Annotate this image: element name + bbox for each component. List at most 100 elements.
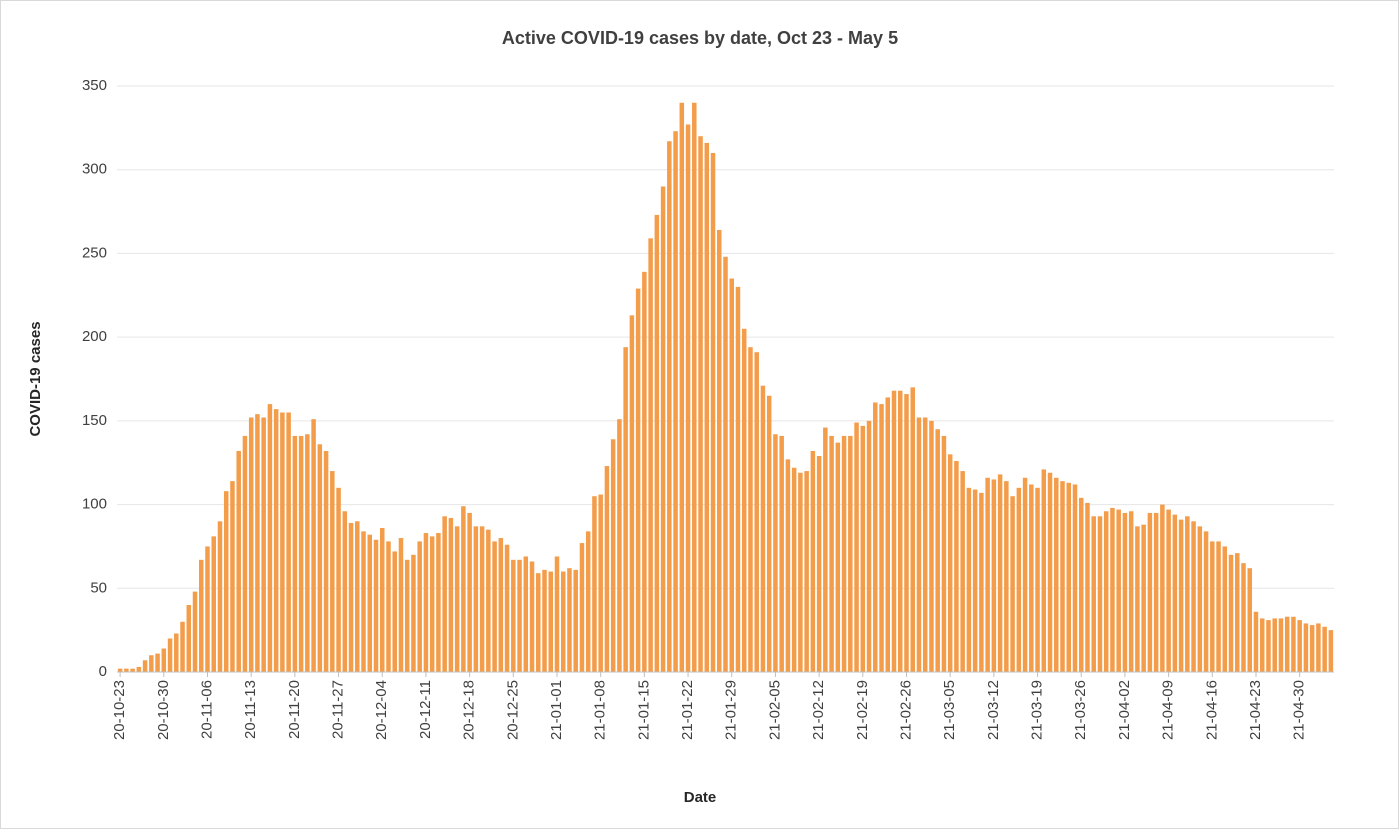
bar: [1060, 481, 1065, 672]
bar: [298, 435, 304, 672]
x-tick-label: 20-11-27: [330, 680, 347, 739]
bar: [729, 278, 734, 672]
bar: [1235, 553, 1240, 672]
bar: [217, 521, 223, 672]
bar: [898, 390, 903, 672]
bar: [692, 102, 697, 672]
x-tick-label: 21-04-23: [1247, 680, 1264, 740]
bar: [585, 531, 591, 672]
bar: [542, 569, 547, 672]
bar: [311, 419, 316, 672]
bar: [292, 435, 298, 672]
bar: [161, 648, 167, 672]
x-tick-label: 21-04-16: [1203, 680, 1220, 740]
bar: [1197, 526, 1203, 672]
bar: [267, 404, 273, 672]
bar: [230, 481, 235, 672]
bar: [186, 605, 192, 672]
y-tick-label: 100: [82, 496, 107, 513]
bar: [991, 479, 997, 672]
bar: [997, 474, 1003, 672]
bar: [560, 571, 566, 672]
chart-title: Active COVID-19 cases by date, Oct 23 - …: [502, 28, 898, 48]
bar: [1085, 502, 1090, 672]
bar: [223, 491, 229, 672]
bar: [554, 556, 560, 672]
bar: [698, 136, 703, 672]
x-tick-label: 20-12-11: [417, 680, 434, 739]
bar: [536, 573, 541, 672]
bar: [1116, 509, 1121, 672]
bar: [355, 521, 360, 672]
bar: [1284, 616, 1290, 672]
bar: [342, 511, 348, 672]
bar: [629, 315, 635, 672]
bar: [1203, 531, 1209, 672]
x-tick-label: 20-10-30: [155, 680, 172, 740]
bar: [1035, 487, 1040, 672]
x-tick-label: 21-03-05: [941, 680, 958, 740]
bar: [635, 288, 641, 672]
x-axis-title: Date: [684, 789, 717, 806]
bar: [642, 271, 647, 672]
bar: [960, 471, 965, 672]
bar: [1010, 496, 1015, 672]
bar: [1266, 620, 1271, 672]
bar: [1309, 625, 1315, 672]
x-tick-label: 21-03-26: [1072, 680, 1089, 740]
bar: [866, 420, 872, 672]
bar: [1160, 504, 1165, 672]
x-tick-label: 20-11-20: [286, 680, 303, 739]
bar: [392, 551, 397, 672]
bar: [941, 435, 947, 672]
bar: [1029, 484, 1034, 672]
bar: [841, 435, 847, 672]
bar: [398, 538, 404, 672]
bar: [242, 435, 248, 672]
bar: [1210, 541, 1215, 672]
bar: [211, 536, 216, 672]
bar: [330, 471, 335, 672]
bar: [1047, 472, 1053, 672]
bar: [436, 533, 441, 672]
bar: [1103, 511, 1109, 672]
bar: [916, 417, 922, 672]
bar: [1191, 521, 1196, 672]
bar: [879, 404, 884, 672]
bar: [679, 102, 685, 672]
x-tick-label: 21-01-08: [592, 680, 609, 740]
bar: [236, 450, 241, 672]
bar: [149, 655, 154, 672]
bar: [473, 526, 479, 672]
bar: [1241, 563, 1246, 672]
bar: [504, 544, 510, 672]
bar: [454, 526, 460, 672]
bar: [248, 417, 254, 672]
bar: [773, 434, 778, 672]
bar: [379, 528, 385, 672]
x-tick-label: 21-03-19: [1029, 680, 1046, 740]
bar: [1153, 512, 1159, 672]
bar: [1216, 541, 1221, 672]
bar: [386, 541, 391, 672]
bar: [954, 461, 959, 672]
bar: [548, 571, 553, 672]
bar: [130, 668, 135, 672]
x-tick-label: 21-02-26: [897, 680, 914, 740]
bar: [273, 409, 279, 672]
x-tick-label: 20-10-23: [111, 680, 128, 740]
bar: [604, 466, 610, 672]
bar: [1259, 618, 1265, 672]
bar: [373, 539, 379, 672]
bar: [1228, 554, 1234, 672]
y-tick-label: 150: [82, 412, 107, 429]
bar: [1272, 618, 1277, 672]
bar: [367, 534, 373, 672]
bar: [979, 492, 984, 672]
bar: [779, 435, 784, 672]
bar: [1016, 487, 1022, 672]
bar: [1022, 477, 1028, 672]
bar: [423, 533, 429, 672]
bar: [1066, 482, 1072, 672]
